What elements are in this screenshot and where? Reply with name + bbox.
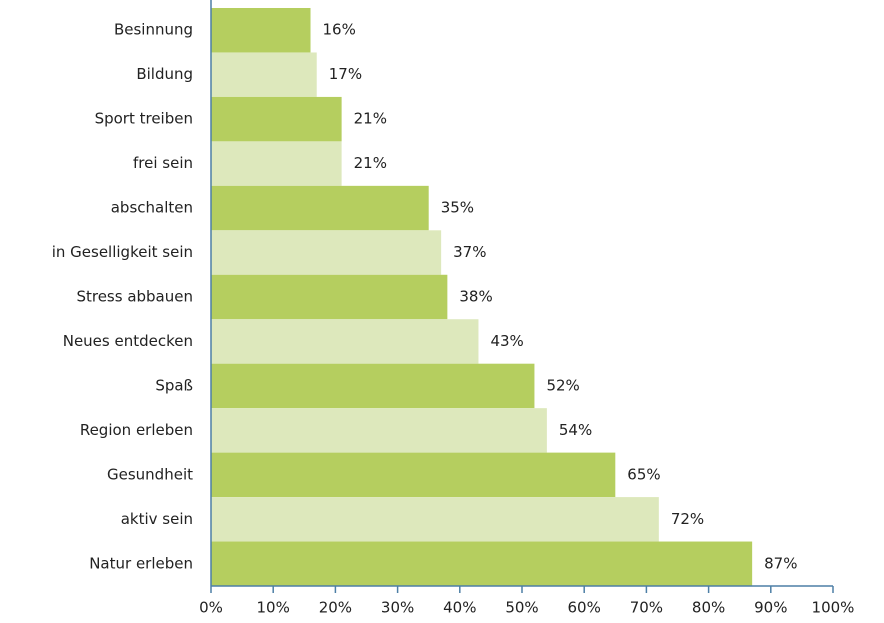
bar — [211, 52, 317, 97]
bar — [211, 141, 342, 186]
x-tick-label: 30% — [381, 599, 414, 617]
bar — [211, 96, 342, 142]
value-label: 43% — [490, 332, 523, 350]
x-tick-label: 80% — [692, 599, 725, 617]
x-tick-label: 60% — [568, 599, 601, 617]
category-label: Neues entdecken — [63, 332, 193, 350]
bar — [211, 408, 547, 453]
value-label: 21% — [354, 154, 387, 172]
value-label: 52% — [546, 376, 579, 394]
value-label: 54% — [559, 421, 592, 439]
category-label: Bildung — [136, 65, 193, 83]
x-tick-label: 20% — [319, 599, 352, 617]
category-label: in Geselligkeit sein — [52, 243, 193, 261]
x-tick-label: 100% — [812, 599, 855, 617]
category-label: abschalten — [111, 199, 193, 217]
x-tick-label: 0% — [199, 599, 223, 617]
value-label: 16% — [323, 21, 356, 39]
x-tick-label: 40% — [443, 599, 476, 617]
value-label: 65% — [627, 465, 660, 483]
bar — [211, 274, 448, 320]
category-label: aktiv sein — [121, 510, 193, 528]
x-tick-label: 50% — [505, 599, 538, 617]
value-label: 38% — [459, 288, 492, 306]
bar — [211, 185, 429, 231]
category-label: Spaß — [155, 376, 193, 394]
category-label: Region erleben — [80, 421, 193, 439]
value-label: 35% — [441, 199, 474, 217]
bar — [211, 8, 311, 53]
bar — [211, 363, 535, 409]
bar — [211, 497, 659, 542]
category-label: Besinnung — [114, 21, 193, 39]
category-label: Natur erleben — [89, 554, 193, 572]
category-label: Gesundheit — [107, 465, 193, 483]
value-label: 17% — [329, 65, 362, 83]
bar — [211, 230, 442, 275]
bar — [211, 452, 616, 498]
value-label: 37% — [453, 243, 486, 261]
value-label: 21% — [354, 110, 387, 128]
category-label: Stress abbauen — [76, 288, 193, 306]
bar — [211, 319, 479, 364]
value-label: 87% — [764, 554, 797, 572]
value-label: 72% — [671, 510, 704, 528]
category-label: frei sein — [133, 154, 193, 172]
x-tick-label: 70% — [630, 599, 663, 617]
x-tick-label: 90% — [754, 599, 787, 617]
bar — [211, 541, 753, 586]
x-tick-label: 10% — [257, 599, 290, 617]
category-label: Sport treiben — [95, 110, 193, 128]
